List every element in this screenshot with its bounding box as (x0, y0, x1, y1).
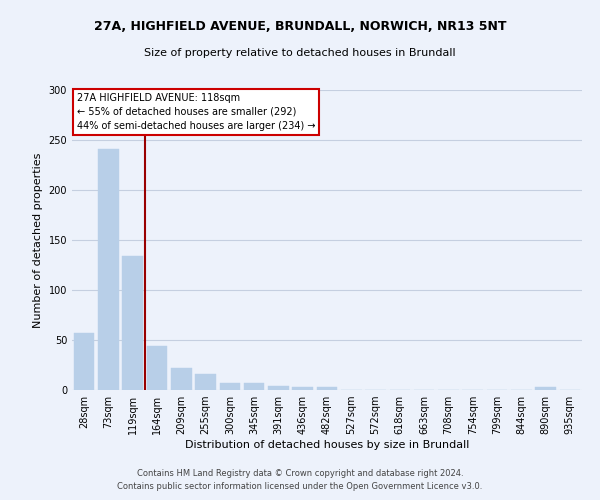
Bar (146, 346, 167, 390)
Bar (122, 256, 143, 390)
Y-axis label: Number of detached properties: Number of detached properties (33, 152, 43, 328)
Bar (535, 387, 556, 390)
Bar (98, 149, 119, 390)
Text: Contains HM Land Registry data © Crown copyright and database right 2024.: Contains HM Land Registry data © Crown c… (137, 468, 463, 477)
Bar (244, 383, 265, 390)
Bar (292, 387, 313, 390)
Text: Size of property relative to detached houses in Brundall: Size of property relative to detached ho… (144, 48, 456, 58)
Bar (317, 387, 337, 390)
Bar (268, 386, 289, 390)
Text: 27A HIGHFIELD AVENUE: 118sqm
← 55% of detached houses are smaller (292)
44% of s: 27A HIGHFIELD AVENUE: 118sqm ← 55% of de… (77, 93, 316, 131)
X-axis label: Distribution of detached houses by size in Brundall: Distribution of detached houses by size … (185, 440, 469, 450)
Text: Contains public sector information licensed under the Open Government Licence v3: Contains public sector information licen… (118, 482, 482, 491)
Bar (195, 374, 216, 390)
Bar (74, 333, 94, 390)
Bar (220, 383, 240, 390)
Bar (171, 368, 191, 390)
Text: 27A, HIGHFIELD AVENUE, BRUNDALL, NORWICH, NR13 5NT: 27A, HIGHFIELD AVENUE, BRUNDALL, NORWICH… (94, 20, 506, 33)
